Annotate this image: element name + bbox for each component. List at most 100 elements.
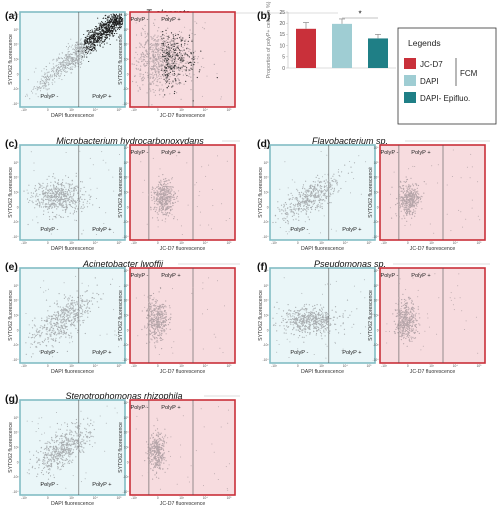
event-dot (119, 16, 121, 18)
event-dot (102, 293, 104, 295)
event-dot (336, 184, 338, 186)
event-dot (477, 215, 479, 217)
event-dot (42, 206, 45, 208)
event-dot (93, 37, 95, 40)
event-dot (96, 41, 98, 43)
event-dot (72, 213, 74, 215)
event-dot (51, 316, 53, 318)
event-dot (169, 318, 171, 321)
event-dot (102, 41, 104, 43)
event-dot (64, 198, 66, 200)
event-dot (162, 338, 164, 341)
event-dot (151, 60, 153, 63)
event-dot (399, 196, 401, 198)
event-dot (61, 313, 63, 315)
event-dot (160, 191, 162, 193)
event-dot (160, 31, 162, 33)
event-dot (153, 22, 155, 24)
event-dot (180, 40, 182, 42)
event-dot (321, 207, 323, 210)
event-dot (173, 196, 175, 198)
event-dot (64, 191, 67, 193)
event-dot (298, 194, 300, 196)
event-dot (57, 199, 59, 201)
event-dot (169, 57, 171, 59)
event-dot (84, 198, 86, 201)
event-dot (292, 196, 294, 199)
event-dot (412, 209, 415, 211)
event-dot (152, 44, 154, 46)
event-dot (43, 199, 45, 201)
event-dot (142, 84, 144, 86)
event-dot (147, 76, 149, 78)
event-dot (50, 197, 52, 199)
event-dot (164, 65, 166, 67)
event-dot (197, 56, 199, 58)
event-dot (108, 169, 110, 171)
event-dot (174, 47, 176, 50)
event-dot (118, 15, 120, 17)
event-dot (68, 184, 70, 186)
event-dot (59, 183, 61, 186)
event-dot (44, 72, 46, 74)
event-dot (54, 318, 57, 321)
event-dot (178, 82, 180, 84)
event-dot (283, 206, 285, 208)
event-dot (161, 34, 163, 37)
event-dot (88, 194, 90, 196)
event-dot (102, 30, 104, 32)
event-dot (407, 206, 409, 208)
event-dot (172, 62, 174, 64)
event-dot (107, 26, 109, 28)
event-dot (81, 50, 83, 52)
event-dot (47, 207, 49, 209)
event-dot (50, 338, 52, 340)
event-dot (337, 171, 339, 173)
event-dot (193, 52, 195, 54)
x-tick-label: 10⁴ (203, 241, 209, 245)
y-tick-label: 10³ (14, 58, 19, 62)
event-dot (27, 223, 29, 226)
event-dot (311, 193, 313, 195)
event-dot (86, 48, 88, 51)
event-dot (179, 37, 181, 39)
event-dot (115, 29, 117, 31)
event-dot (33, 337, 36, 339)
event-dot (79, 47, 81, 50)
event-dot (80, 307, 82, 309)
event-dot (160, 57, 162, 59)
event-dot (46, 185, 48, 187)
event-dot (89, 50, 91, 52)
event-dot (174, 42, 176, 44)
event-dot (139, 42, 141, 44)
event-dot (141, 60, 143, 63)
event-dot (172, 81, 174, 83)
event-dot (168, 188, 170, 190)
event-dot (451, 176, 453, 177)
event-dot (294, 198, 296, 200)
event-dot (46, 89, 48, 91)
event-dot (158, 185, 160, 187)
event-dot (199, 211, 201, 213)
event-dot (420, 201, 422, 203)
event-dot (295, 203, 297, 205)
event-dot (318, 177, 320, 180)
event-dot (80, 196, 82, 198)
event-dot (43, 83, 45, 85)
event-dot (139, 87, 141, 89)
event-dot (174, 44, 177, 46)
event-dot (323, 193, 325, 195)
event-dot (82, 322, 84, 324)
event-dot (91, 29, 93, 31)
event-dot (97, 27, 99, 29)
event-dot (39, 203, 41, 205)
event-dot (217, 155, 218, 157)
event-dot (121, 24, 123, 26)
event-dot (34, 340, 36, 342)
event-dot (166, 68, 168, 70)
event-dot (162, 51, 164, 53)
event-dot (71, 302, 73, 304)
event-dot (350, 192, 351, 194)
event-dot (395, 213, 397, 215)
event-dot (167, 41, 169, 43)
